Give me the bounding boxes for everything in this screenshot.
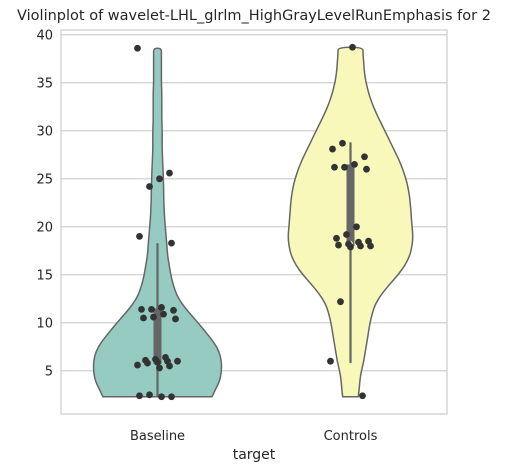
point-controls	[363, 165, 370, 173]
point-baseline	[156, 175, 163, 183]
y-tick-label-40: 40	[36, 28, 53, 43]
point-baseline	[136, 392, 143, 400]
point-controls	[327, 357, 334, 365]
point-baseline	[148, 305, 155, 313]
y-tick-label-25: 25	[36, 172, 53, 187]
point-controls	[333, 234, 340, 242]
violin-baseline	[92, 47, 223, 398]
y-tick-labels: 5 10 15 20 25 30 35 40	[36, 28, 53, 379]
point-baseline	[144, 359, 151, 367]
point-controls	[349, 43, 356, 51]
point-baseline	[146, 183, 153, 190]
point-baseline	[136, 233, 143, 240]
point-baseline	[154, 358, 161, 366]
y-tick-label-10: 10	[36, 316, 53, 331]
strip-points	[134, 43, 374, 401]
y-tick-label-15: 15	[36, 268, 53, 283]
point-baseline	[140, 314, 147, 322]
y-tick-label-35: 35	[36, 76, 53, 91]
point-controls	[359, 392, 366, 400]
point-baseline	[166, 362, 173, 370]
point-baseline	[146, 391, 153, 399]
point-controls	[361, 153, 368, 161]
point-controls	[331, 163, 338, 171]
point-baseline	[172, 315, 179, 323]
point-baseline	[158, 393, 165, 401]
point-baseline	[158, 304, 165, 311]
x-tick-labels: Baseline Controls	[130, 429, 378, 444]
point-baseline	[134, 44, 141, 52]
point-baseline	[156, 364, 163, 372]
point-controls	[329, 145, 336, 153]
point-controls	[335, 241, 342, 249]
x-axis-title: target	[233, 447, 276, 463]
point-controls	[351, 161, 358, 168]
y-tick-label-20: 20	[36, 220, 53, 235]
chart-title: Violinplot of wavelet-LHL_glrlm_HighGray…	[17, 8, 491, 24]
point-controls	[367, 242, 374, 250]
point-controls	[341, 163, 348, 171]
point-baseline	[160, 310, 167, 318]
point-baseline	[168, 393, 175, 401]
point-baseline	[174, 357, 181, 365]
point-baseline	[150, 313, 157, 321]
y-tick-label-30: 30	[36, 124, 53, 139]
point-baseline	[170, 306, 177, 314]
point-controls	[337, 298, 344, 306]
point-baseline	[134, 361, 141, 369]
x-tick-label-baseline: Baseline	[130, 429, 185, 444]
point-controls	[339, 139, 346, 147]
point-controls	[343, 231, 350, 238]
iqr-box-baseline	[153, 308, 162, 365]
point-baseline	[168, 239, 175, 247]
point-controls	[353, 223, 360, 231]
y-tick-label-5: 5	[45, 364, 53, 379]
plot-frame	[60, 29, 448, 415]
point-controls	[347, 243, 354, 251]
x-tick-label-controls: Controls	[324, 429, 378, 444]
point-baseline	[138, 305, 145, 313]
point-controls	[357, 242, 364, 250]
point-baseline	[166, 169, 173, 177]
iqr-box-controls	[346, 164, 355, 246]
